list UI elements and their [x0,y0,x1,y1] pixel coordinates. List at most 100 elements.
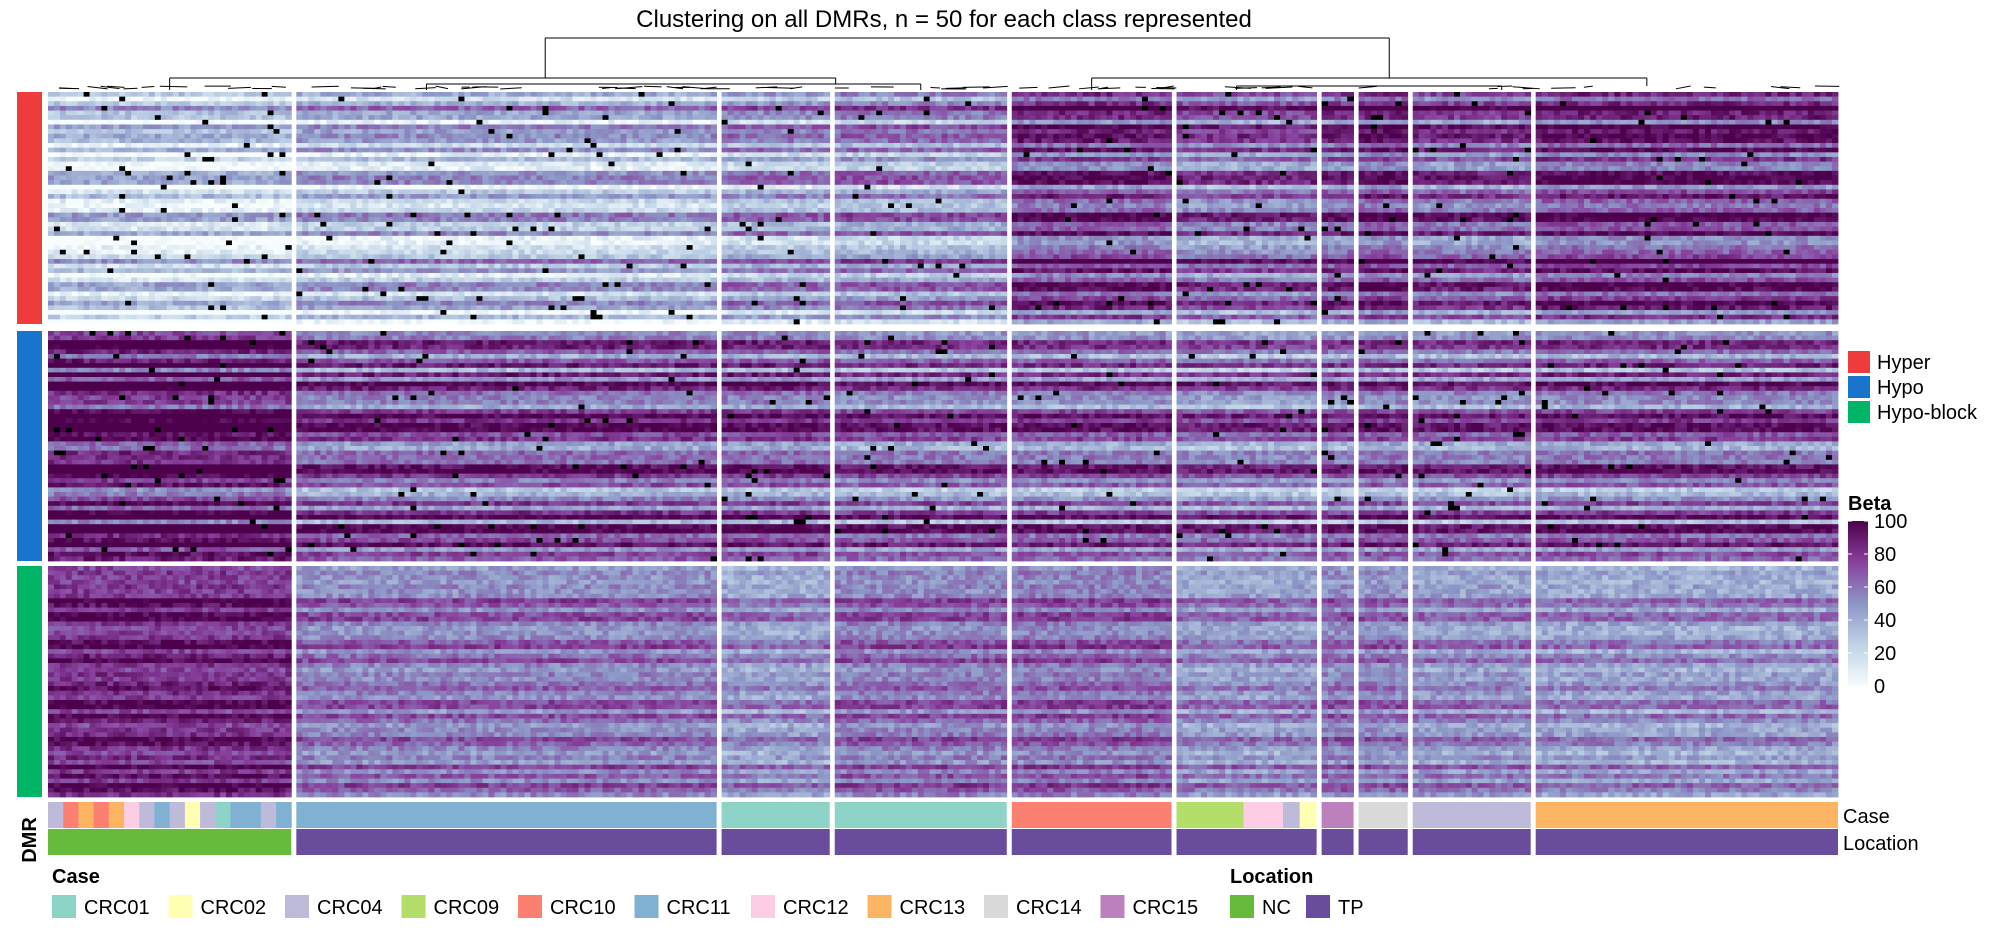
case-legend-swatch [518,895,542,918]
case-annotation-cell [722,802,830,828]
heatmap-block-6-2 [1322,566,1354,797]
heatmap-block-3-1 [835,331,1007,561]
heatmap-block-7-0 [1359,92,1409,324]
location-legend: Location NC TP [1230,866,1364,919]
case-annotation-cell [94,802,110,828]
case-legend-label: CRC15 [1133,897,1199,919]
case-annotation-cell [63,802,79,828]
case-annotation-cell [1536,802,1838,828]
heatmap-block-8-1 [1413,331,1531,561]
location-annotation-label: Location [1843,833,1919,855]
heatmap-block-7-1 [1359,331,1409,561]
case-annotation-cell [139,802,155,828]
heatmap-block-9-1 [1536,331,1839,561]
location-annotation-cell [1012,829,1172,855]
case-annotation-cell [246,802,262,828]
case-legend-label: CRC01 [84,897,150,919]
location-annotation-cell [1536,829,1838,855]
heatmap-block-8-2 [1413,566,1531,797]
heatmap-block-4-0 [1012,92,1172,324]
case-annotation-cell [109,802,125,828]
location-annotation-cell [296,829,716,855]
location-annotation-cell [1359,829,1408,855]
case-annotation-cell [1322,802,1354,828]
location-annotation-cell [835,829,1007,855]
heatmap-block-2-1 [722,331,831,561]
location-legend-label: NC [1262,897,1291,919]
beta-tick-label: 80 [1874,544,1896,566]
dmr-legend-swatch [1848,401,1870,423]
case-annotation-cell [1359,802,1408,828]
dmr-legend-label: Hypo-block [1877,402,1978,424]
case-legend-label: CRC14 [1016,897,1082,919]
case-legend-label: CRC04 [317,897,383,919]
heatmap-block-5-1 [1177,331,1317,561]
case-legend-swatch [984,895,1008,918]
case-annotation-cell [835,802,1007,828]
case-legend-swatch [868,895,892,918]
case-annotation-cell [124,802,140,828]
case-annotation-cell [1413,802,1531,828]
heatmap-block-0-2 [48,566,292,797]
heatmap-block-3-2 [835,566,1007,797]
case-annotation-cell [230,802,246,828]
heatmap-body [48,92,1838,797]
case-legend-label: CRC11 [667,897,731,919]
location-legend-label: TP [1338,897,1364,919]
case-annotation-label: Case [1843,806,1890,828]
chart-title: Clustering on all DMRs, n = 50 for each … [636,6,1252,33]
case-legend-swatch [1101,895,1125,918]
location-annotation-cell [48,829,291,855]
case-annotation-cell [1283,802,1300,828]
case-annotation-cell [1300,802,1317,828]
case-annotation-cell [276,802,292,828]
case-annotation-cell [261,802,277,828]
case-legend-swatch [285,895,309,918]
heatmap-block-3-0 [835,92,1007,324]
heatmap-block-5-2 [1177,566,1317,797]
location-legend-swatch [1230,895,1254,918]
case-legend-swatch [635,895,659,918]
case-legend-swatch [402,895,426,918]
beta-tick-label: 20 [1874,643,1896,665]
beta-tick-label: 0 [1874,676,1885,698]
case-legend-swatch [52,895,76,918]
location-annotation-cell [722,829,830,855]
case-legend-swatch [751,895,775,918]
heatmap-block-2-0 [722,92,831,324]
heatmap-block-6-1 [1322,331,1354,561]
column-dendrogram [59,38,1839,90]
row-annotation-hypo-block [17,566,42,797]
location-legend-title: Location [1230,866,1313,888]
case-legend-title: Case [52,866,100,888]
case-annotation-cell [1244,802,1283,828]
dmr-annotation-label: DMR [19,817,41,863]
heatmap-block-0-0 [48,92,292,324]
column-annotation-bars [48,802,1838,855]
case-legend-swatch [169,895,193,918]
case-annotation-cell [215,802,231,828]
case-annotation-cell [154,802,170,828]
dmr-legend-swatch [1848,351,1870,373]
case-annotation-cell [200,802,216,828]
heatmap-block-0-1 [48,331,292,561]
dmr-legend-swatch [1848,376,1870,398]
case-annotation-cell [296,802,716,828]
location-annotation-cell [1413,829,1531,855]
case-legend-label: CRC09 [434,897,500,919]
dmr-legend-label: Hyper [1877,352,1931,374]
row-annotation-hyper [17,92,42,324]
location-annotation-cell [1177,829,1317,855]
case-annotation-cell [185,802,201,828]
case-legend-label: CRC13 [900,897,966,919]
location-annotation-cell [1322,829,1354,855]
case-legend-label: CRC10 [550,897,616,919]
case-annotation-cell [1012,802,1172,828]
heatmap-block-5-0 [1177,92,1317,324]
row-annotation-bar [17,92,42,797]
case-annotation-cell [78,802,94,828]
heatmap-block-1-2 [296,566,717,797]
heatmap-block-1-1 [296,331,717,561]
